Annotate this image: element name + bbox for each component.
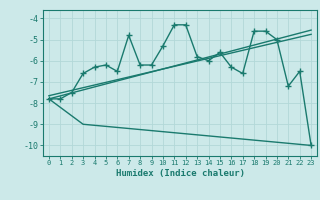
- X-axis label: Humidex (Indice chaleur): Humidex (Indice chaleur): [116, 169, 244, 178]
